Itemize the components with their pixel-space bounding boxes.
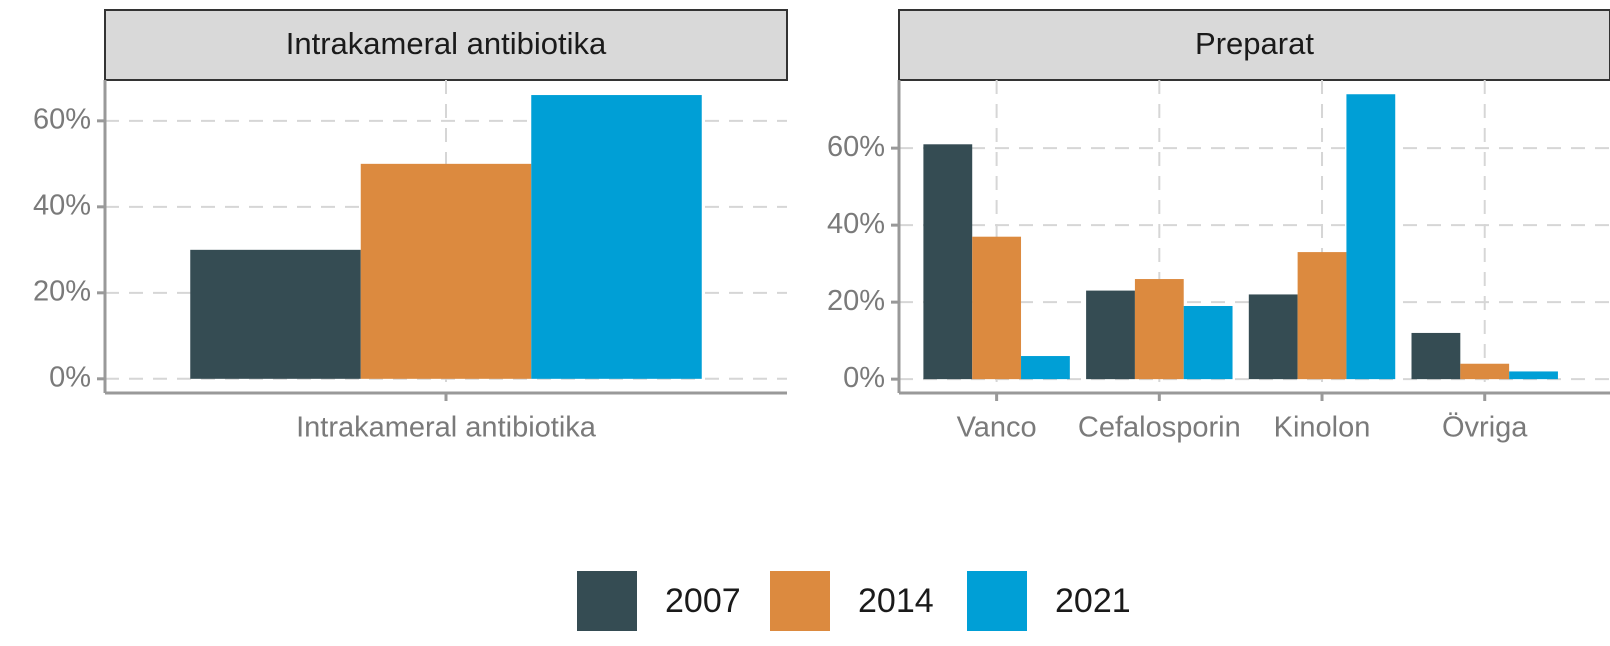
- x-tick-label: Intrakameral antibiotika: [296, 412, 597, 444]
- y-tick-label: 0%: [49, 361, 91, 393]
- bar: [1346, 94, 1396, 380]
- bar: [360, 163, 532, 379]
- bar: [1086, 290, 1135, 380]
- bar: [531, 95, 702, 379]
- legend-swatch: [967, 571, 1027, 631]
- y-tick-label: 60%: [827, 131, 885, 163]
- bar: [1411, 332, 1461, 380]
- y-tick-label: 0%: [843, 362, 885, 394]
- strip-title: Intrakameral antibiotika: [286, 26, 607, 61]
- y-tick-label: 40%: [827, 208, 885, 240]
- bar: [1297, 252, 1347, 380]
- x-tick-label: Övriga: [1442, 412, 1528, 444]
- bar: [923, 144, 973, 380]
- bar: [190, 249, 361, 379]
- legend-label: 2021: [1055, 582, 1131, 620]
- x-tick-label: Kinolon: [1274, 412, 1371, 444]
- bar: [1509, 371, 1558, 380]
- legend-label: 2014: [858, 582, 934, 620]
- y-tick-label: 20%: [827, 285, 885, 317]
- strip-title: Preparat: [1195, 26, 1314, 61]
- strip: [898, 9, 1610, 81]
- x-tick-label: Vanco: [957, 412, 1037, 444]
- bar: [1021, 356, 1070, 380]
- y-tick-label: 20%: [33, 275, 91, 307]
- legend-swatch: [770, 571, 830, 631]
- y-tick-label: 60%: [33, 104, 91, 136]
- x-tick-label: Cefalosporin: [1078, 412, 1241, 444]
- strip: [104, 9, 788, 81]
- bar: [972, 236, 1022, 380]
- bar: [1134, 279, 1184, 380]
- y-tick-label: 40%: [33, 189, 91, 221]
- bar: [1248, 294, 1298, 380]
- bar: [1460, 363, 1510, 380]
- bar: [1183, 305, 1233, 380]
- legend-label: 2007: [665, 582, 741, 620]
- legend-swatch: [577, 571, 637, 631]
